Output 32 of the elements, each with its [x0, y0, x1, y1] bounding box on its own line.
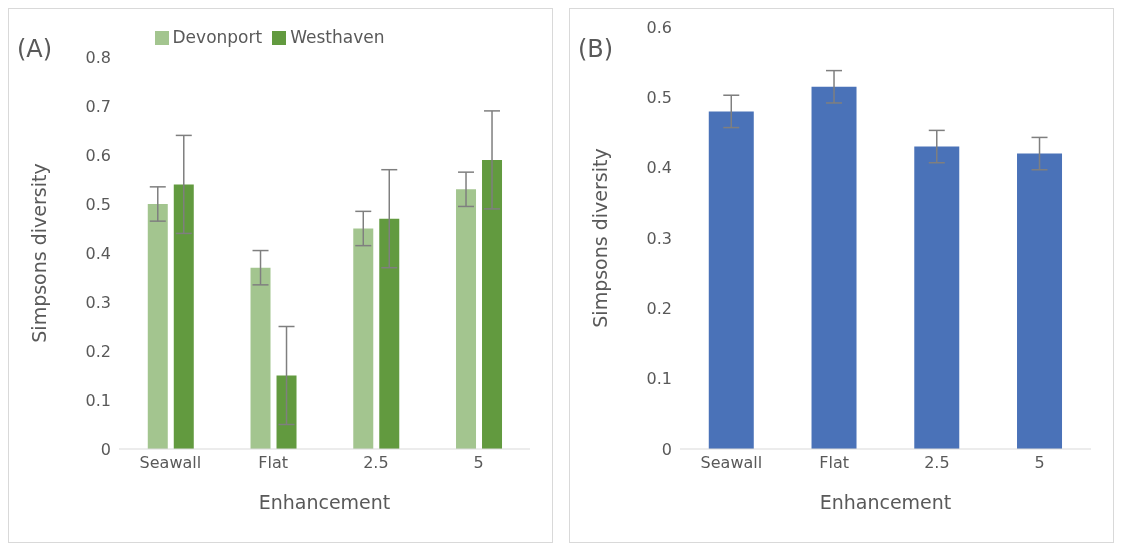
- y-tick-label: 0.1: [646, 369, 672, 389]
- x-axis-title: Enhancement: [258, 491, 391, 513]
- y-axis-title: Simpsons diversity: [588, 148, 611, 328]
- x-tick-label: 5: [1034, 453, 1045, 473]
- y-tick-label: 0.1: [85, 390, 111, 410]
- y-tick-label: 0: [100, 439, 111, 459]
- legend-label: Devonport: [172, 27, 263, 47]
- x-tick-label: 2.5: [363, 453, 389, 473]
- y-tick-label: 0.4: [646, 158, 672, 178]
- y-tick-label: 0: [661, 439, 672, 459]
- x-tick-label: Seawall: [139, 453, 202, 473]
- x-tick-label: 2.5: [924, 453, 950, 473]
- chart-title: (B): [578, 35, 614, 63]
- y-tick-label: 0.5: [85, 194, 111, 214]
- chart-title: (A): [17, 35, 53, 63]
- y-tick-label: 0.5: [646, 88, 672, 108]
- y-tick-label: 0.2: [85, 341, 111, 361]
- x-tick-label: Flat: [819, 453, 849, 473]
- x-tick-label: Seawall: [700, 453, 763, 473]
- y-axis-title: Simpsons diversity: [27, 163, 50, 343]
- x-tick-label: Flat: [258, 453, 288, 473]
- y-tick-label: 0.4: [85, 243, 111, 263]
- y-tick-label: 0.8: [85, 47, 111, 67]
- y-tick-label: 0.3: [646, 228, 672, 248]
- y-tick-label: 0.6: [85, 145, 111, 165]
- legend-label: Westhaven: [290, 27, 385, 47]
- x-tick-label: 5: [473, 453, 484, 473]
- y-tick-label: 0.3: [85, 292, 111, 312]
- y-tick-label: 0.7: [85, 96, 111, 116]
- y-tick-label: 0.2: [646, 299, 672, 319]
- y-tick-label: 0.6: [646, 17, 672, 37]
- x-axis-title: Enhancement: [819, 491, 952, 513]
